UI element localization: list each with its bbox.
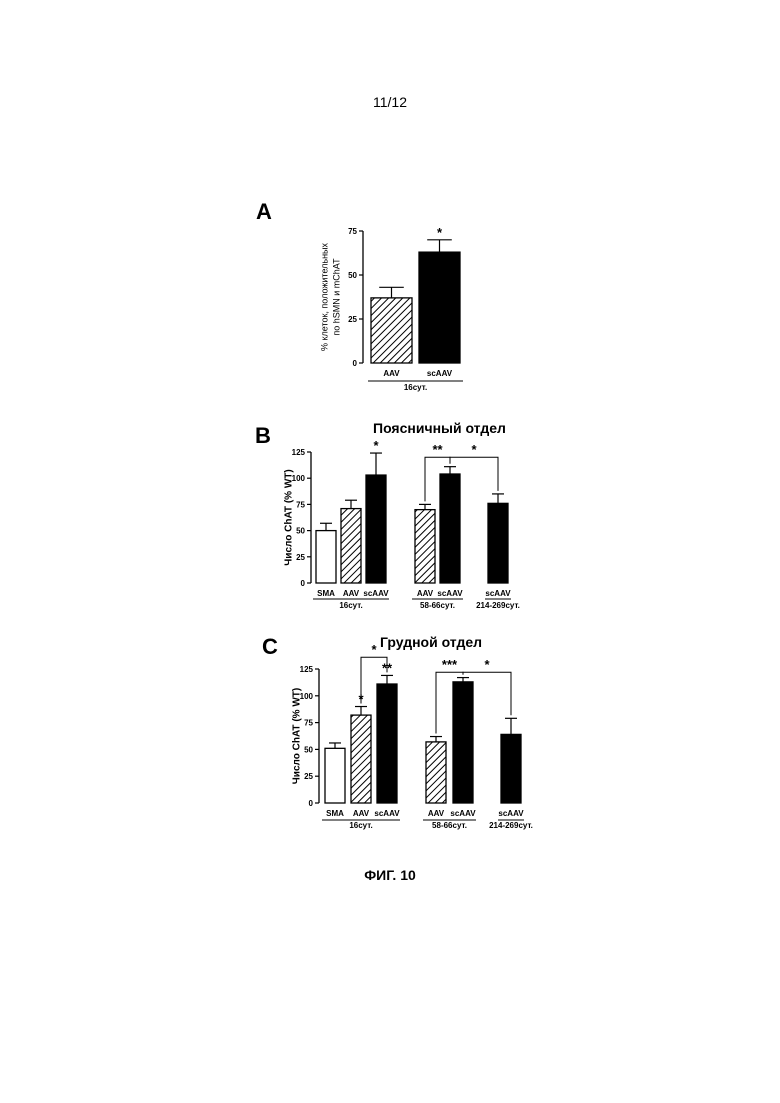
category-label: SMA — [326, 809, 344, 818]
y-axis-label: Число ChAT (% WT) — [292, 688, 303, 784]
bar — [351, 715, 371, 803]
y-tick-label: 0 — [309, 799, 314, 808]
y-tick-label: 75 — [304, 719, 313, 728]
group-label: 58-66сут. — [432, 821, 467, 830]
group-label: 214-269сут. — [489, 821, 533, 830]
bar — [377, 684, 397, 803]
bracket-significance: * — [371, 642, 377, 657]
y-tick-label: 25 — [304, 772, 313, 781]
category-label: scAAV — [450, 809, 476, 818]
y-tick-label: 50 — [304, 745, 313, 754]
bracket-significance: *** — [442, 657, 458, 672]
category-label: scAAV — [498, 809, 524, 818]
category-label: scAAV — [374, 809, 400, 818]
category-label: AAV — [353, 809, 370, 818]
category-label: AAV — [428, 809, 445, 818]
bracket-significance: * — [484, 657, 490, 672]
bar — [325, 748, 345, 803]
y-tick-label: 125 — [300, 665, 314, 674]
group-label: 16сут. — [349, 821, 372, 830]
bar — [501, 734, 521, 803]
bar — [453, 682, 473, 803]
bar — [426, 742, 446, 803]
figure-caption: ФИГ. 10 — [0, 867, 780, 883]
